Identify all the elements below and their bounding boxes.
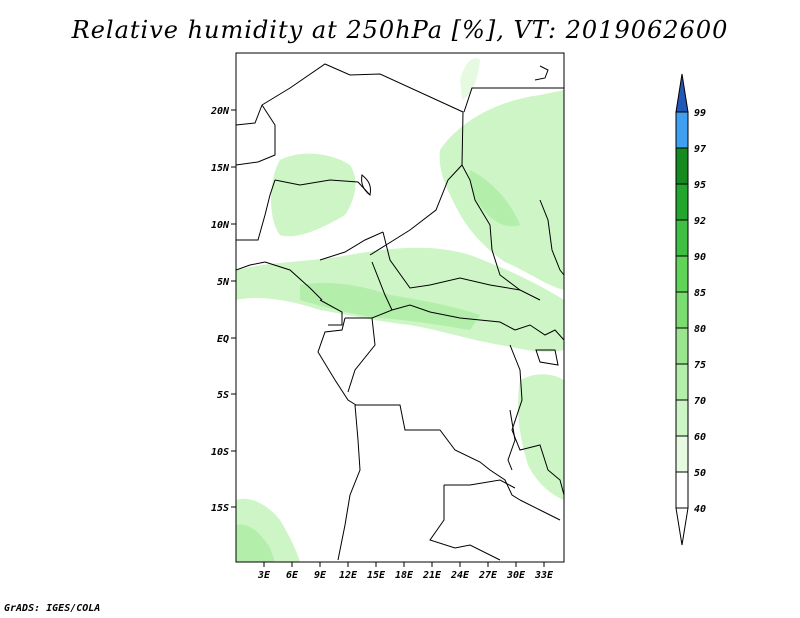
lon-label-21e: 21E xyxy=(422,570,442,581)
colorbar-box-60-70 xyxy=(675,399,689,437)
map-title: Relative humidity at 250hPa [%], VT: 201… xyxy=(71,16,729,44)
lon-label-15e: 15E xyxy=(367,570,386,581)
lat-label-15n: 15N xyxy=(211,163,230,174)
colorbar-box-95-97 xyxy=(675,147,689,185)
colorbar-label-97: 97 xyxy=(694,144,706,155)
colorbar-box-85-90 xyxy=(675,255,689,293)
grads-credit: GrADS: IGES/COLA xyxy=(4,603,101,614)
colorbar-label-70: 70 xyxy=(694,396,706,407)
lon-label-30e: 30E xyxy=(506,570,526,581)
lat-label-5n: 5N xyxy=(217,277,230,288)
longitude-axis: 3E 6E 9E 12E 15E 18E 21E 24E 27E 30E 33E xyxy=(257,562,554,581)
colorbar-upper-arrow xyxy=(675,73,689,113)
lon-label-6e: 6E xyxy=(286,570,299,581)
lon-label-12e: 12E xyxy=(339,570,358,581)
colorbar-label-40: 40 xyxy=(694,504,706,515)
colorbar-label-60: 60 xyxy=(694,432,706,443)
colorbar-box-40-50 xyxy=(675,471,689,509)
colorbar-box-80-85 xyxy=(675,291,689,329)
lat-label-15s: 15S xyxy=(211,503,229,514)
colorbar-label-75: 75 xyxy=(694,360,706,371)
lon-label-9e: 9E xyxy=(314,570,327,581)
lat-label-10n: 10N xyxy=(211,220,230,231)
colorbar-label-90: 90 xyxy=(694,252,706,263)
colorbar-box-97-99 xyxy=(675,111,689,149)
lat-label-10s: 10S xyxy=(211,447,229,458)
colorbar-box-92-95 xyxy=(675,183,689,221)
colorbar-box-70-75 xyxy=(675,363,689,401)
colorbar-label-80: 80 xyxy=(694,324,706,335)
colorbar-box-75-80 xyxy=(675,327,689,365)
map-frame xyxy=(235,52,565,563)
lon-label-3e: 3E xyxy=(257,570,271,581)
colorbar: 40 50 60 70 75 80 85 90 92 95 97 99 xyxy=(675,73,706,546)
colorbar-label-92: 92 xyxy=(694,216,706,227)
lat-label-eq: EQ xyxy=(217,334,229,345)
colorbar-label-99: 99 xyxy=(694,108,706,119)
colorbar-label-50: 50 xyxy=(694,468,706,479)
colorbar-box-50-60 xyxy=(675,435,689,473)
lat-label-20n: 20N xyxy=(210,106,230,117)
colorbar-label-85: 85 xyxy=(694,288,706,299)
lon-label-18e: 18E xyxy=(395,570,414,581)
colorbar-box-90-92 xyxy=(675,219,689,257)
colorbar-lower-arrow xyxy=(675,507,689,546)
country-boundaries xyxy=(236,63,564,561)
lon-label-24e: 24E xyxy=(450,570,470,581)
latitude-axis: 20N 15N 10N 5N EQ 5S 10S 15S xyxy=(210,106,236,514)
lon-label-27e: 27E xyxy=(478,570,498,581)
lat-label-5s: 5S xyxy=(217,390,229,401)
lon-label-33e: 33E xyxy=(534,570,554,581)
colorbar-label-95: 95 xyxy=(694,180,706,191)
